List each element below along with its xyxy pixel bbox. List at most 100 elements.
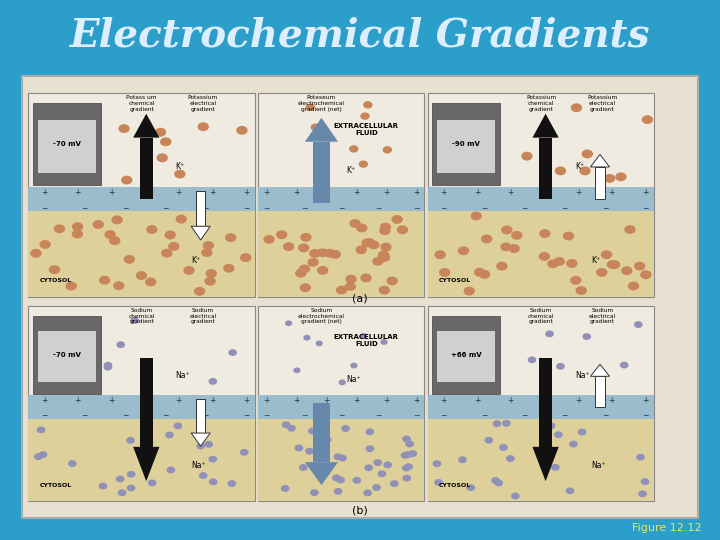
Circle shape (314, 468, 321, 474)
Text: −: − (413, 204, 419, 213)
Circle shape (500, 445, 507, 450)
Bar (595, 167, 605, 199)
Polygon shape (305, 118, 338, 141)
Circle shape (351, 363, 357, 368)
Circle shape (512, 232, 522, 239)
Bar (539, 359, 552, 447)
Circle shape (104, 364, 112, 370)
Text: Na⁺: Na⁺ (591, 461, 606, 470)
Circle shape (104, 362, 112, 368)
Circle shape (467, 485, 474, 490)
Text: −: − (301, 411, 307, 421)
Circle shape (557, 363, 564, 369)
Text: −: − (642, 411, 649, 421)
Text: −: − (264, 411, 270, 421)
Text: +: + (508, 396, 514, 405)
Circle shape (403, 475, 410, 481)
Circle shape (323, 437, 330, 442)
Bar (33, 315, 101, 394)
Circle shape (403, 436, 410, 442)
Text: Na⁺: Na⁺ (176, 371, 190, 380)
Text: K⁺: K⁺ (192, 256, 201, 265)
Circle shape (118, 490, 126, 495)
Text: -90 mV: -90 mV (452, 141, 480, 147)
Circle shape (127, 485, 135, 491)
Circle shape (433, 461, 441, 467)
Text: Sodium
chemical
gradient: Sodium chemical gradient (528, 308, 554, 325)
Circle shape (546, 331, 553, 336)
Circle shape (114, 282, 124, 289)
Circle shape (365, 465, 372, 470)
Circle shape (300, 465, 307, 470)
Bar (258, 306, 424, 501)
Circle shape (364, 490, 372, 496)
Bar (33, 104, 101, 185)
Text: −: − (481, 204, 487, 213)
Circle shape (240, 450, 248, 455)
Circle shape (296, 269, 306, 277)
Circle shape (309, 428, 316, 434)
Circle shape (73, 231, 82, 238)
Circle shape (492, 478, 499, 483)
Circle shape (304, 335, 310, 340)
Circle shape (282, 486, 289, 491)
Text: +: + (413, 188, 419, 197)
Circle shape (35, 454, 42, 460)
Circle shape (162, 249, 172, 257)
Circle shape (105, 231, 115, 238)
Circle shape (315, 150, 323, 156)
Circle shape (310, 249, 320, 257)
Text: −: − (122, 411, 128, 421)
Text: Figure 12.12: Figure 12.12 (632, 523, 702, 533)
Circle shape (381, 224, 390, 231)
Circle shape (485, 437, 492, 443)
Text: Potassium
electrical
gradient: Potassium electrical gradient (587, 96, 617, 112)
Circle shape (157, 154, 167, 161)
Circle shape (125, 255, 135, 263)
Circle shape (119, 125, 129, 132)
Circle shape (540, 230, 550, 237)
Circle shape (205, 442, 212, 447)
Text: −: − (376, 204, 382, 213)
Circle shape (402, 453, 409, 458)
Circle shape (197, 443, 204, 449)
Text: +: + (323, 396, 330, 405)
Circle shape (286, 321, 292, 326)
Circle shape (383, 147, 391, 153)
Text: +: + (474, 188, 480, 197)
Text: +: + (243, 396, 249, 405)
Circle shape (547, 423, 554, 428)
Circle shape (578, 429, 585, 435)
Circle shape (440, 269, 450, 276)
Text: +: + (383, 396, 390, 405)
Text: +: + (264, 396, 270, 405)
Circle shape (480, 271, 490, 278)
Text: +: + (508, 188, 514, 197)
Text: −: − (243, 411, 249, 421)
Circle shape (131, 318, 138, 323)
Text: −: − (81, 411, 88, 421)
Circle shape (637, 455, 644, 460)
Text: (a): (a) (352, 294, 368, 303)
Circle shape (174, 423, 181, 429)
Circle shape (501, 243, 511, 251)
Text: +: + (642, 396, 649, 405)
Circle shape (73, 223, 83, 231)
Circle shape (300, 284, 310, 292)
Text: -70 mV: -70 mV (53, 352, 81, 357)
Circle shape (175, 170, 185, 178)
Bar (28, 395, 255, 419)
Circle shape (210, 479, 217, 484)
Bar (428, 395, 654, 419)
Circle shape (224, 265, 234, 272)
Circle shape (337, 477, 344, 483)
Circle shape (539, 253, 549, 260)
Circle shape (554, 258, 564, 265)
Text: +: + (575, 188, 581, 197)
Polygon shape (133, 447, 159, 481)
Text: +: + (176, 188, 182, 197)
Text: Sodium
chemical
gradient: Sodium chemical gradient (128, 308, 155, 325)
Text: −: − (562, 204, 568, 213)
Circle shape (316, 341, 322, 346)
Circle shape (342, 426, 349, 431)
